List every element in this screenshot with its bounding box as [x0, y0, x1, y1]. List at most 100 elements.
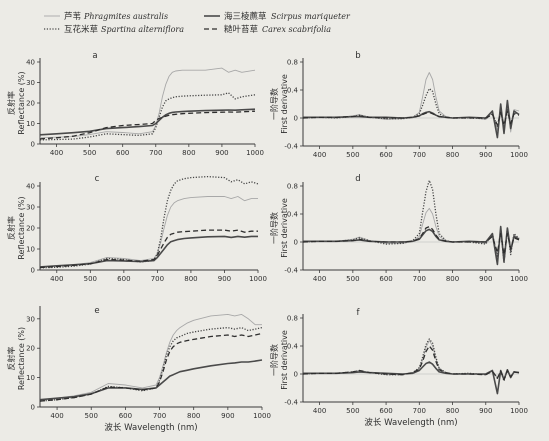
x-tick-label: 600 [379, 151, 392, 159]
legend-label-phragmites-latin: Phragmites australis [83, 12, 168, 21]
chart-panel-f: 400 500 600 700 800 900 1000 -0.4 0 0.4 0.8 f 一阶导数 Fi… [269, 308, 528, 428]
series-line-dashed [39, 332, 263, 402]
y-axis-label-cn: 反射率 [6, 216, 16, 240]
x-tick-label: 400 [313, 151, 326, 159]
x-tick-label: 500 [346, 275, 359, 283]
x-tick-label: 700 [413, 275, 426, 283]
y-tick-label: 40 [26, 59, 35, 67]
y-tick-label: 0.4 [287, 343, 299, 351]
x-tick-label: 500 [84, 275, 97, 283]
x-tick-label: 800 [446, 407, 459, 415]
chart-panel-a: 400 500 600 700 800 900 1000 0 10 20 30 40 a 反射率 Refle… [6, 51, 264, 157]
legend-label-spartina-cn: 互花米草 [64, 24, 99, 35]
legend-label-carex-cn: 糙叶苔草 [224, 24, 259, 35]
legend-label-scirpus-latin: Scirpus mariqueter [271, 12, 351, 21]
x-tick-label: 400 [50, 275, 63, 283]
y-tick-label: -0.4 [284, 267, 298, 275]
x-tick-label: 400 [313, 275, 326, 283]
series-line-thick-solid [39, 108, 256, 136]
x-axis-label: 波长 Wavelength (nm) [364, 417, 457, 428]
y-tick-label: 0.8 [287, 183, 298, 191]
y-axis-label-cn: 一阶导数 [269, 88, 279, 120]
x-tick-label: 600 [379, 407, 392, 415]
x-tick-label: 500 [83, 149, 96, 157]
series-line-dashed [39, 229, 258, 269]
chart-panel-e: 400 500 600 700 800 900 1000 0 10 20 30 e 反射率 Reflect… [6, 306, 271, 433]
y-tick-label: 0 [294, 371, 298, 379]
x-tick-label: 500 [346, 407, 359, 415]
y-tick-label: 10 [26, 246, 35, 254]
y-tick-label: 0 [294, 115, 298, 123]
series-line-thick-solid [39, 235, 258, 268]
x-tick-label: 400 [313, 407, 326, 415]
x-tick-label: 800 [446, 151, 459, 159]
x-tick-label: 500 [85, 412, 98, 420]
x-tick-label: 900 [215, 149, 228, 157]
x-tick-label: 700 [153, 412, 166, 420]
legend-label-phragmites-cn: 芦苇 [64, 11, 81, 22]
series-line-light-solid [39, 313, 262, 401]
y-tick-label: 0 [31, 267, 35, 275]
x-tick-label: 400 [50, 149, 63, 157]
x-axis-label: 波长 Wavelength (nm) [104, 422, 197, 433]
y-tick-label: 20 [26, 225, 35, 233]
y-axis-label-en: Reflectance (%) [17, 327, 26, 390]
y-tick-label: -0.4 [284, 143, 298, 151]
x-tick-label: 1000 [510, 275, 528, 283]
x-tick-label: 800 [187, 412, 200, 420]
x-tick-label: 700 [149, 149, 162, 157]
x-tick-label: 900 [479, 151, 492, 159]
x-tick-label: 900 [479, 275, 492, 283]
x-tick-label: 700 [413, 407, 426, 415]
x-tick-label: 600 [119, 412, 132, 420]
y-tick-label: 20 [26, 345, 35, 353]
x-tick-label: 900 [479, 407, 492, 415]
series-line-dashed [302, 110, 520, 126]
series-line-light-solid [39, 196, 258, 268]
y-tick-label: 20 [26, 100, 35, 108]
panel-label: a [92, 51, 97, 61]
y-axis-label-en: First derivative [280, 330, 289, 390]
y-tick-label: 30 [26, 315, 35, 323]
x-tick-label: 900 [218, 275, 231, 283]
x-tick-label: 800 [184, 275, 197, 283]
x-tick-label: 1000 [249, 275, 267, 283]
x-tick-label: 500 [346, 151, 359, 159]
series-line-light-solid [39, 67, 256, 139]
y-tick-label: 30 [26, 79, 35, 87]
y-tick-label: 0.8 [287, 315, 298, 323]
panel-label: c [95, 174, 100, 184]
panel-label: e [94, 306, 99, 316]
x-tick-label: 800 [446, 275, 459, 283]
x-tick-label: 600 [117, 275, 130, 283]
series-line-dashed [302, 225, 520, 256]
y-axis-label-cn: 反射率 [6, 347, 16, 371]
y-tick-label: 30 [26, 204, 35, 212]
y-tick-label: -0.4 [284, 399, 298, 407]
y-tick-label: 0 [31, 404, 35, 412]
y-axis-label-cn: 一阶导数 [269, 212, 279, 244]
x-tick-label: 1000 [246, 149, 264, 157]
y-tick-label: 10 [26, 120, 35, 128]
y-axis-label-cn: 一阶导数 [269, 344, 279, 376]
legend-label-scirpus-cn: 海三棱藨草 [224, 11, 267, 22]
x-tick-label: 900 [221, 412, 234, 420]
x-tick-label: 400 [50, 412, 63, 420]
x-tick-label: 700 [413, 151, 426, 159]
y-tick-label: 40 [26, 183, 35, 191]
legend: 芦苇 Phragmites australis 互花米草 Spartina al… [44, 11, 351, 35]
series-line-dashed [39, 110, 256, 140]
series-line-dotted [39, 175, 259, 269]
x-tick-label: 1000 [510, 407, 528, 415]
y-axis-label-en: Reflectance (%) [17, 196, 26, 259]
series-line-dashed [302, 345, 520, 381]
legend-label-spartina-latin: Spartina alterniflora [101, 25, 184, 34]
chart-panel-b: 400 500 600 700 800 900 1000 -0.4 0 0.4 0.8 b 一阶导数 Fi… [269, 51, 528, 159]
x-tick-label: 1000 [510, 151, 528, 159]
y-tick-label: 0 [294, 239, 298, 247]
panel-label: d [355, 174, 360, 184]
y-tick-label: 0.8 [287, 59, 298, 67]
x-tick-label: 700 [151, 275, 164, 283]
